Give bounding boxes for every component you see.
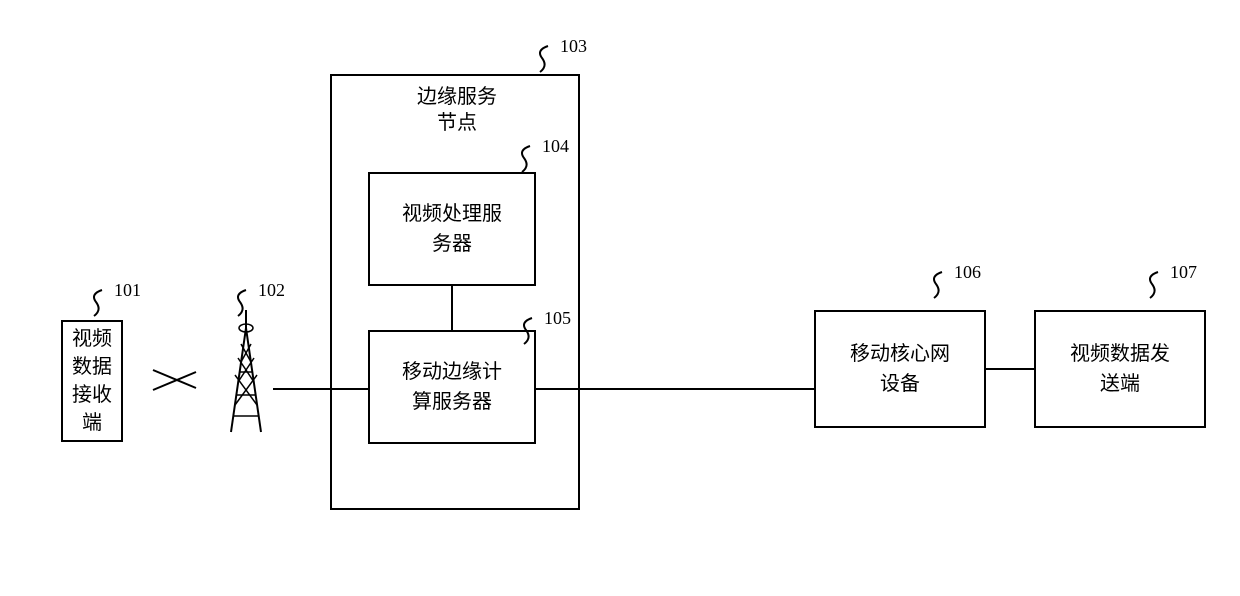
link-core-sender bbox=[986, 368, 1034, 370]
video-server-box: 视频处理服务器 bbox=[368, 172, 536, 286]
squiggle-104 bbox=[520, 144, 540, 174]
sender-label: 视频数据发送端 bbox=[1070, 339, 1170, 399]
receiver-label: 视频数据接收端 bbox=[72, 325, 112, 437]
ref-106: 106 bbox=[954, 262, 981, 283]
link-105-right bbox=[330, 388, 368, 390]
ref-102: 102 bbox=[258, 280, 285, 301]
core-network-box: 移动核心网设备 bbox=[814, 310, 986, 428]
edge-node-label: 边缘服务节点 bbox=[402, 84, 512, 136]
tower-icon bbox=[219, 310, 273, 436]
ref-103: 103 bbox=[560, 36, 587, 57]
squiggle-105 bbox=[522, 316, 542, 346]
link-edge-core bbox=[536, 388, 814, 390]
ref-104: 104 bbox=[542, 136, 569, 157]
mec-server-label: 移动边缘计算服务器 bbox=[402, 357, 502, 417]
ref-107: 107 bbox=[1170, 262, 1197, 283]
squiggle-102 bbox=[236, 288, 256, 318]
link-tower-edge bbox=[273, 388, 330, 390]
link-104-105 bbox=[451, 286, 453, 330]
sender-box: 视频数据发送端 bbox=[1034, 310, 1206, 428]
ref-101: 101 bbox=[114, 280, 141, 301]
squiggle-107 bbox=[1148, 270, 1168, 300]
squiggle-103 bbox=[538, 44, 558, 74]
core-network-label: 移动核心网设备 bbox=[850, 339, 950, 399]
ref-105: 105 bbox=[544, 308, 571, 329]
squiggle-106 bbox=[932, 270, 952, 300]
wireless-link-icon bbox=[150, 360, 200, 400]
mec-server-box: 移动边缘计算服务器 bbox=[368, 330, 536, 444]
receiver-box: 视频数据接收端 bbox=[61, 320, 123, 442]
diagram-root: 视频数据接收端 101 102 bbox=[0, 0, 1240, 596]
squiggle-101 bbox=[92, 288, 112, 318]
video-server-label: 视频处理服务器 bbox=[402, 199, 502, 259]
